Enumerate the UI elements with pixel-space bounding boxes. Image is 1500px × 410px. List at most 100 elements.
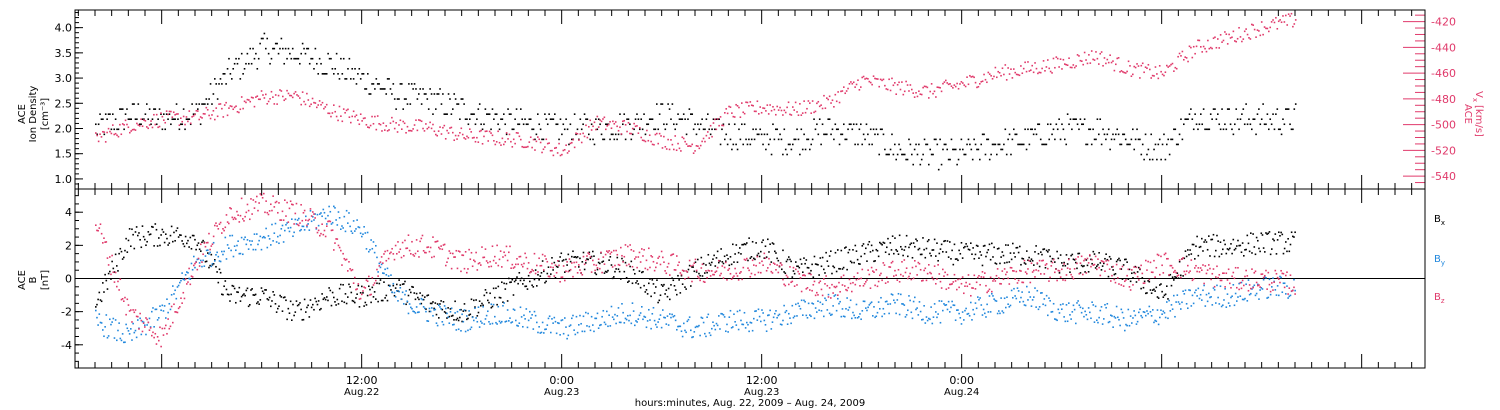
data-point-by	[251, 240, 253, 242]
data-point-vx	[952, 87, 954, 89]
data-point-bx	[588, 251, 591, 254]
data-point-density	[1266, 113, 1269, 115]
data-point-bx	[125, 237, 127, 240]
data-point-bx	[369, 288, 371, 291]
data-point-bx	[1293, 236, 1295, 238]
data-point-bz	[173, 303, 175, 306]
data-point-vx	[454, 134, 457, 137]
data-point-bx	[585, 262, 587, 264]
data-point-vx	[813, 111, 815, 114]
data-point-by	[1104, 303, 1106, 306]
data-point-bx	[1206, 248, 1209, 251]
data-point-bz	[327, 220, 329, 223]
data-point-bx	[653, 292, 656, 294]
data-point-bz	[1152, 271, 1154, 274]
data-point-by	[748, 330, 750, 333]
data-point-vx	[823, 94, 825, 97]
data-point-by	[1220, 305, 1223, 308]
data-point-vx	[616, 125, 618, 128]
data-point-bx	[1013, 252, 1015, 254]
data-point-bx	[190, 247, 193, 250]
data-point-density	[803, 133, 805, 136]
data-point-by	[1058, 312, 1061, 314]
data-point-bz	[1239, 281, 1242, 284]
data-point-bx	[456, 317, 459, 320]
data-point-bz	[565, 270, 567, 273]
data-point-vx	[1143, 71, 1145, 74]
data-point-density	[362, 73, 365, 75]
data-point-by	[978, 298, 980, 301]
data-point-density	[100, 118, 103, 121]
bottom-panel-frame	[74, 188, 1426, 369]
data-point-density	[568, 143, 570, 146]
data-point-bz	[576, 271, 579, 274]
data-point-density	[1167, 138, 1170, 141]
data-point-density	[376, 83, 379, 85]
data-point-bx	[933, 238, 936, 241]
data-point-vx	[290, 94, 293, 97]
data-point-by	[1236, 300, 1238, 302]
data-point-bx	[1167, 298, 1169, 300]
data-point-density	[164, 128, 167, 131]
data-point-by	[676, 328, 678, 331]
data-point-bx	[1204, 239, 1207, 241]
data-point-bx	[547, 266, 550, 268]
data-point-bz	[884, 282, 887, 284]
data-point-bx	[256, 302, 258, 305]
data-point-vx	[1166, 64, 1168, 67]
data-point-bx	[984, 244, 986, 247]
data-point-bz	[300, 203, 302, 206]
data-point-bz	[1294, 293, 1296, 295]
data-point-by	[952, 304, 955, 306]
data-point-bx	[756, 254, 759, 257]
data-point-vx	[347, 108, 349, 111]
data-point-by	[1156, 309, 1159, 311]
data-point-density	[1089, 128, 1092, 131]
data-point-by	[652, 306, 655, 309]
data-point-density	[467, 123, 470, 126]
data-point-bx	[1266, 233, 1268, 235]
data-point-by	[424, 307, 426, 310]
data-point-density	[416, 98, 419, 100]
data-point-vx	[758, 113, 760, 115]
data-point-bz	[1058, 270, 1061, 272]
data-point-density	[1056, 128, 1059, 131]
data-point-vx	[253, 105, 256, 108]
data-point-by	[643, 315, 645, 318]
data-point-by	[200, 259, 202, 262]
data-point-density	[165, 113, 168, 115]
data-point-vx	[1136, 63, 1138, 65]
data-point-by	[518, 322, 521, 324]
data-point-vx	[1015, 73, 1018, 76]
data-point-by	[772, 316, 775, 319]
data-point-density	[1090, 143, 1093, 146]
data-point-density	[753, 138, 756, 141]
data-point-bz	[979, 283, 981, 286]
data-point-bz	[184, 278, 187, 280]
data-point-bz	[698, 277, 700, 279]
data-point-vx	[1139, 77, 1141, 79]
data-point-density	[167, 118, 169, 121]
data-point-bz	[422, 249, 425, 252]
data-point-density	[460, 98, 463, 100]
data-point-density	[486, 113, 488, 115]
data-point-density	[940, 163, 943, 166]
data-point-density	[1251, 128, 1253, 131]
data-point-vx	[497, 130, 499, 133]
data-point-bx	[663, 283, 665, 286]
data-point-density	[707, 113, 709, 115]
data-point-vx	[960, 81, 963, 83]
data-point-vx	[1208, 47, 1211, 50]
data-point-vx	[157, 126, 159, 129]
data-point-bz	[1091, 258, 1093, 261]
data-point-density	[949, 158, 951, 161]
data-point-by	[1204, 305, 1207, 307]
data-point-density	[1073, 118, 1076, 121]
data-point-by	[1063, 316, 1065, 318]
data-point-by	[333, 205, 335, 208]
data-point-bz	[1267, 271, 1270, 274]
data-point-bz	[1175, 271, 1177, 274]
data-point-bx	[208, 266, 210, 269]
data-point-bx	[554, 277, 557, 279]
data-point-density	[541, 138, 543, 141]
